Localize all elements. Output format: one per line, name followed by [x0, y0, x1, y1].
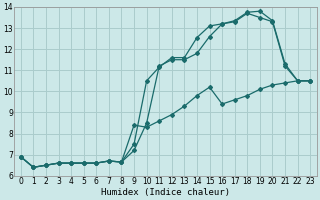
X-axis label: Humidex (Indice chaleur): Humidex (Indice chaleur)	[101, 188, 230, 197]
